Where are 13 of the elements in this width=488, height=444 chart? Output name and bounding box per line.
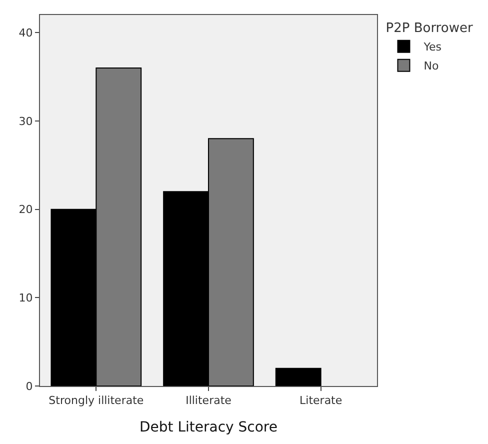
y-tick-label: 30	[18, 114, 33, 128]
bar	[275, 368, 322, 386]
y-tick-label: 40	[18, 26, 33, 40]
legend-title: P2P Borrower	[386, 20, 474, 36]
y-tick-label: 10	[18, 292, 33, 305]
x-tick-label: Illiterate	[186, 394, 232, 408]
x-tick-label: Strongly illiterate	[48, 394, 144, 408]
legend-label: No	[424, 60, 439, 73]
y-tick-label: 20	[18, 203, 33, 216]
x-axis-title: Debt Literacy Score	[140, 420, 278, 436]
y-tick-label: 0	[26, 380, 33, 393]
x-tick-label: Literate	[300, 394, 342, 408]
legend-label: Yes	[422, 40, 442, 54]
